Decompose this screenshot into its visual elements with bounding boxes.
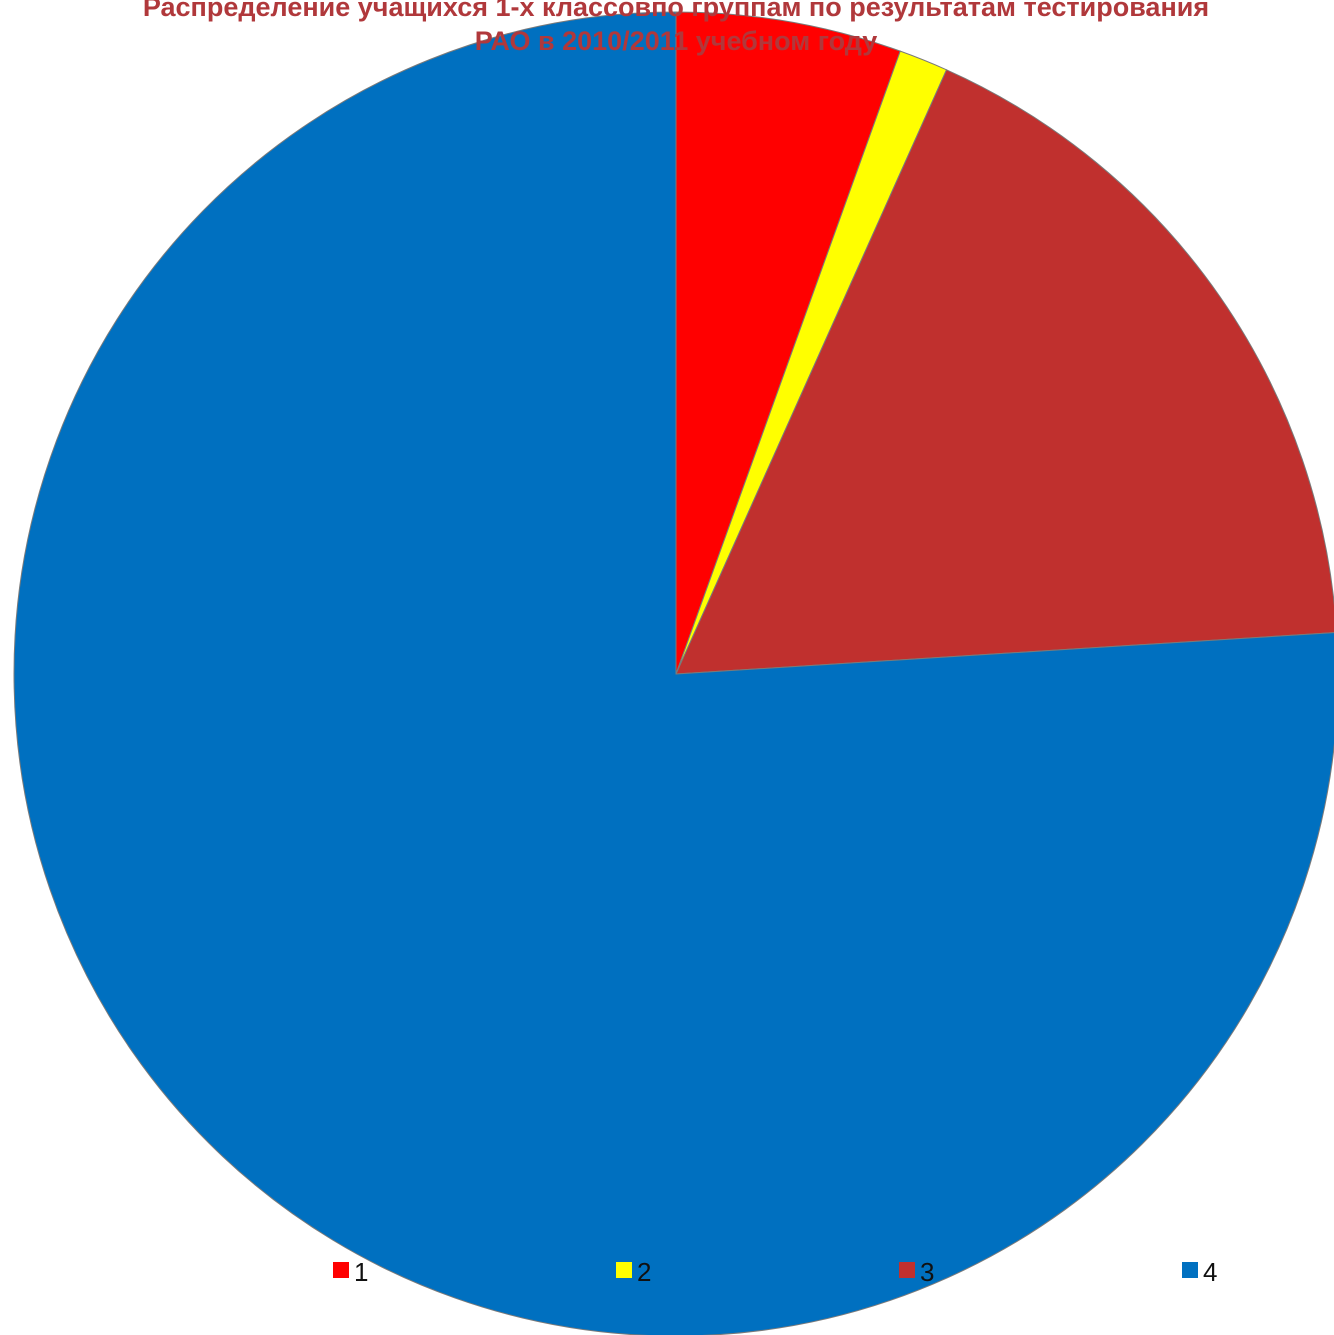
pie-slice-3	[675, 69, 1334, 675]
legend-label-1: 1	[354, 1257, 368, 1287]
chart-title-line-2: РАО в 2010/2011 учебном году	[475, 26, 877, 56]
legend-item-3: 3	[899, 1257, 934, 1287]
legend-swatch-2	[616, 1262, 632, 1278]
legend-item-2: 2	[616, 1257, 651, 1287]
legend-swatch-4	[1182, 1262, 1198, 1278]
pie-slice-4	[13, 11, 1334, 1335]
legend-label-2: 2	[637, 1257, 651, 1287]
legend-item-1: 1	[333, 1257, 368, 1287]
chart-title-line-1: Распределение учащихся 1-х классовпо гру…	[143, 0, 1209, 22]
pie-slice-1	[675, 11, 901, 675]
legend-swatch-1	[333, 1262, 349, 1278]
pie-slices	[13, 11, 1334, 1335]
legend-label-4: 4	[1203, 1257, 1217, 1287]
legend-swatch-3	[899, 1262, 915, 1278]
legend-label-3: 3	[920, 1257, 934, 1287]
chart-title: Распределение учащихся 1-х классовпо гру…	[143, 0, 1209, 56]
chart-legend: 1 2 3 4	[333, 1257, 1217, 1287]
legend-item-4: 4	[1182, 1257, 1217, 1287]
